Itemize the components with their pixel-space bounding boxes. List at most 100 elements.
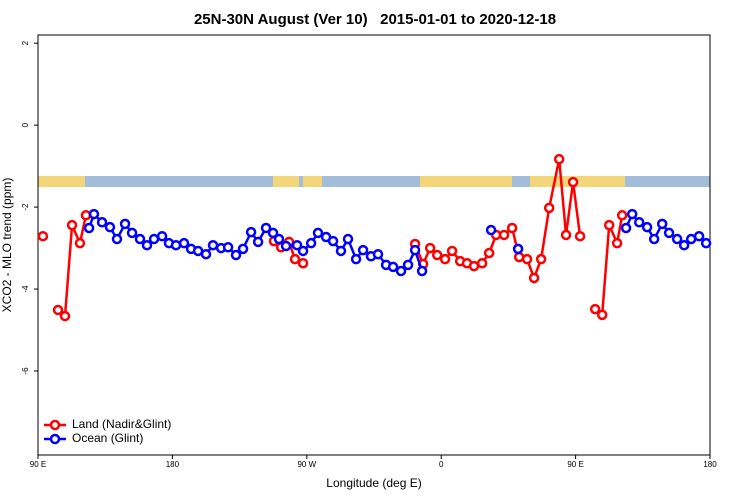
legend-label: Ocean (Glint) (72, 431, 143, 445)
data-point (560, 229, 572, 241)
data-point (485, 224, 497, 236)
legend-marker (49, 419, 61, 431)
y-tick-label: 0 (21, 122, 30, 127)
data-point (468, 260, 480, 272)
data-point (342, 233, 354, 245)
data-point (305, 237, 317, 249)
legend-label: Land (Nadir&Glint) (72, 417, 171, 431)
data-point (237, 243, 249, 255)
data-point (409, 244, 421, 256)
data-point (104, 221, 116, 233)
data-point (297, 257, 309, 269)
data-point (350, 253, 362, 265)
data-point (402, 259, 414, 271)
data-point (616, 210, 628, 221)
data-point (596, 309, 608, 321)
data-point (297, 245, 309, 257)
data-point (83, 222, 95, 234)
data-point (678, 239, 690, 251)
data-point (37, 230, 49, 242)
data-point (446, 245, 458, 257)
data-point (395, 265, 407, 277)
y-axis-label: XCO2 - MLO trend (ppm) (0, 178, 14, 313)
data-point (335, 245, 347, 257)
data-point (620, 222, 632, 234)
data-point (156, 230, 168, 242)
land-strip (38, 176, 85, 187)
x-tick-label: 0 (439, 460, 444, 469)
data-point (207, 239, 219, 251)
data-point (52, 304, 64, 316)
x-tick-label: 180 (166, 460, 180, 469)
data-point (80, 210, 92, 221)
data-point (252, 236, 264, 248)
data-point (111, 233, 123, 245)
data-point (483, 247, 495, 259)
data-point (327, 235, 339, 247)
data-point (626, 208, 638, 220)
data-point (126, 227, 138, 239)
data-point (230, 249, 242, 261)
data-point (74, 237, 86, 249)
land-strip (420, 176, 512, 187)
data-point (543, 202, 555, 214)
data-point (273, 233, 285, 245)
ocean-strip (38, 176, 710, 187)
data-point (431, 249, 443, 261)
data-point (512, 243, 524, 255)
data-point (280, 240, 292, 252)
data-point (589, 303, 601, 315)
data-point (357, 244, 369, 256)
data-point (148, 233, 160, 245)
y-tick-label: 2 (21, 40, 30, 45)
data-point (245, 226, 257, 238)
data-point (372, 248, 384, 260)
x-tick-label: 90 E (567, 460, 583, 469)
data-point (387, 261, 399, 273)
data-point (96, 217, 108, 228)
data-point (611, 237, 623, 249)
data-point (312, 227, 324, 239)
land-strip (303, 176, 322, 187)
x-axis-label: Longitude (deg E) (326, 476, 421, 490)
data-point (498, 229, 510, 241)
data-point (700, 237, 712, 249)
data-point (222, 242, 234, 253)
data-point (535, 253, 547, 265)
data-point (439, 253, 451, 265)
x-tick-label: 90 E (30, 460, 46, 469)
data-point (656, 218, 668, 230)
data-point (506, 222, 518, 234)
data-point (267, 227, 279, 239)
data-point (693, 230, 705, 242)
legend-marker (49, 433, 61, 445)
data-point (633, 217, 645, 228)
data-point (260, 222, 272, 234)
data-point (574, 230, 586, 242)
data-point (603, 219, 615, 231)
x-tick-label: 180 (703, 460, 717, 469)
x-tick-label: 90 W (297, 460, 316, 469)
data-point (170, 239, 182, 251)
land-ocean-mask (38, 176, 710, 187)
data-point (521, 253, 533, 265)
data-point (648, 233, 660, 245)
data-point (289, 253, 301, 265)
data-point (663, 227, 675, 239)
data-point (200, 248, 212, 260)
data-point (424, 242, 436, 254)
plot-frame (37, 34, 711, 456)
chart-title: 25N-30N August (Ver 10) 2015-01-01 to 20… (194, 11, 556, 28)
y-tick-label: -6 (21, 367, 30, 375)
data-point (476, 257, 488, 269)
data-point (528, 272, 540, 284)
data-point (119, 218, 131, 230)
data-point (88, 208, 100, 220)
data-point (141, 239, 153, 251)
data-point (567, 176, 579, 188)
data-point (416, 265, 428, 277)
data-point (671, 233, 683, 245)
data-point (66, 219, 78, 231)
data-point (178, 237, 190, 249)
data-point (134, 233, 146, 245)
